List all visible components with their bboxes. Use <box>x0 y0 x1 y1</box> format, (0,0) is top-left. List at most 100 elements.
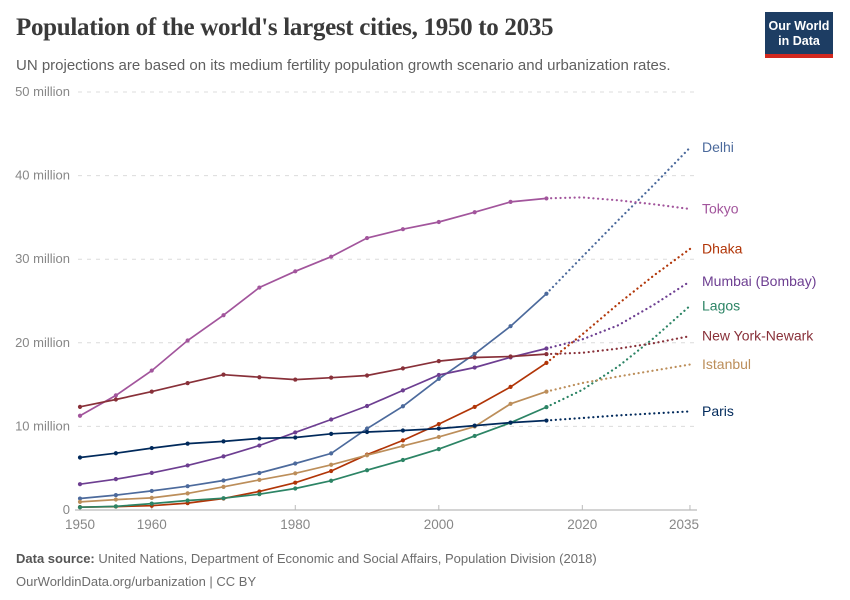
data-point[interactable] <box>149 501 154 506</box>
series-label-lagos[interactable]: Lagos <box>702 297 740 313</box>
data-point[interactable] <box>329 468 334 474</box>
series-line-projection[interactable] <box>545 335 692 356</box>
series-label-paris[interactable]: Paris <box>702 403 734 419</box>
series-line-projection[interactable] <box>545 304 692 409</box>
owid-logo[interactable]: Our World in Data <box>765 12 833 58</box>
data-point[interactable] <box>149 495 154 500</box>
data-point[interactable] <box>364 235 370 241</box>
series-line-solid[interactable] <box>79 419 547 459</box>
data-point[interactable] <box>508 420 513 425</box>
series-label-istanbul[interactable]: Istanbul <box>702 356 751 372</box>
data-point[interactable] <box>257 470 262 476</box>
data-point[interactable] <box>364 426 370 431</box>
data-point[interactable] <box>185 338 190 343</box>
data-point[interactable] <box>400 388 406 393</box>
data-point[interactable] <box>472 433 477 439</box>
data-point[interactable] <box>436 447 441 452</box>
data-point[interactable] <box>293 430 298 435</box>
data-point[interactable] <box>185 441 190 446</box>
data-point[interactable] <box>257 436 262 441</box>
data-point[interactable] <box>508 384 513 389</box>
series-paris[interactable]: Paris <box>77 403 734 460</box>
series-line-solid[interactable] <box>79 406 547 509</box>
series-delhi[interactable]: Delhi <box>77 139 734 501</box>
data-point[interactable] <box>293 269 298 274</box>
data-point[interactable] <box>544 351 549 357</box>
data-point[interactable] <box>329 462 334 467</box>
data-point[interactable] <box>436 219 441 225</box>
data-point[interactable] <box>77 496 83 501</box>
data-point[interactable] <box>113 451 118 456</box>
data-point[interactable] <box>257 375 262 380</box>
data-point[interactable] <box>77 482 83 487</box>
data-point[interactable] <box>149 470 154 475</box>
data-point[interactable] <box>472 355 477 360</box>
data-point[interactable] <box>185 380 190 386</box>
data-point[interactable] <box>508 401 513 406</box>
data-point[interactable] <box>221 439 226 444</box>
data-point[interactable] <box>293 471 298 476</box>
data-point[interactable] <box>113 497 118 502</box>
series-line-projection[interactable] <box>545 363 692 393</box>
series-lagos[interactable]: Lagos <box>77 297 740 510</box>
series-line-projection[interactable] <box>545 410 692 422</box>
series-line-projection[interactable] <box>545 196 692 211</box>
data-point[interactable] <box>472 351 477 357</box>
data-point[interactable] <box>293 461 298 466</box>
data-point[interactable] <box>221 454 226 459</box>
data-point[interactable] <box>293 486 298 491</box>
data-point[interactable] <box>472 210 477 215</box>
data-point[interactable] <box>508 324 513 329</box>
series-line-solid[interactable] <box>79 197 547 417</box>
data-point[interactable] <box>221 484 226 489</box>
series-label-dhaka[interactable]: Dhaka <box>702 240 743 256</box>
series-istanbul[interactable]: Istanbul <box>77 356 751 504</box>
series-line-solid[interactable] <box>79 293 547 500</box>
data-point[interactable] <box>329 431 334 436</box>
data-point[interactable] <box>293 435 298 440</box>
data-point[interactable] <box>113 477 118 482</box>
data-point[interactable] <box>113 393 118 398</box>
data-point[interactable] <box>221 372 226 377</box>
data-point[interactable] <box>185 463 190 468</box>
series-label-delhi[interactable]: Delhi <box>702 139 734 155</box>
data-point[interactable] <box>400 227 406 232</box>
series-line-solid[interactable] <box>79 347 547 486</box>
data-point[interactable] <box>257 477 262 483</box>
data-point[interactable] <box>149 389 154 394</box>
data-point[interactable] <box>436 376 441 381</box>
series-line-solid[interactable] <box>79 353 547 408</box>
data-point[interactable] <box>400 428 406 433</box>
data-point[interactable] <box>77 404 83 409</box>
series-label-mumbai-bombay[interactable]: Mumbai (Bombay) <box>702 273 816 289</box>
data-point[interactable] <box>436 372 441 378</box>
data-point[interactable] <box>472 423 477 428</box>
series-line-projection[interactable] <box>545 247 692 364</box>
data-point[interactable] <box>544 196 549 201</box>
data-point[interactable] <box>221 496 226 501</box>
data-point[interactable] <box>113 504 118 509</box>
data-point[interactable] <box>329 375 334 380</box>
data-point[interactable] <box>544 291 549 296</box>
series-label-new-york-newark[interactable]: New York-Newark <box>702 328 814 344</box>
data-point[interactable] <box>544 346 549 351</box>
series-tokyo[interactable]: Tokyo <box>77 196 739 418</box>
data-point[interactable] <box>544 404 549 410</box>
series-label-tokyo[interactable]: Tokyo <box>702 200 739 216</box>
data-point[interactable] <box>329 478 334 483</box>
data-point[interactable] <box>544 360 549 365</box>
data-point[interactable] <box>185 484 190 489</box>
data-point[interactable] <box>293 480 298 485</box>
data-point[interactable] <box>77 413 83 418</box>
data-point[interactable] <box>400 404 406 409</box>
data-point[interactable] <box>77 505 83 510</box>
data-point[interactable] <box>472 365 477 370</box>
data-point[interactable] <box>400 438 406 443</box>
series-line-solid[interactable] <box>79 390 547 503</box>
footer-link[interactable]: OurWorldinData.org/urbanization <box>16 574 206 589</box>
data-point[interactable] <box>257 285 262 290</box>
data-point[interactable] <box>77 455 83 460</box>
data-point[interactable] <box>149 488 154 494</box>
data-point[interactable] <box>544 418 549 423</box>
series-line-projection[interactable] <box>545 146 692 295</box>
